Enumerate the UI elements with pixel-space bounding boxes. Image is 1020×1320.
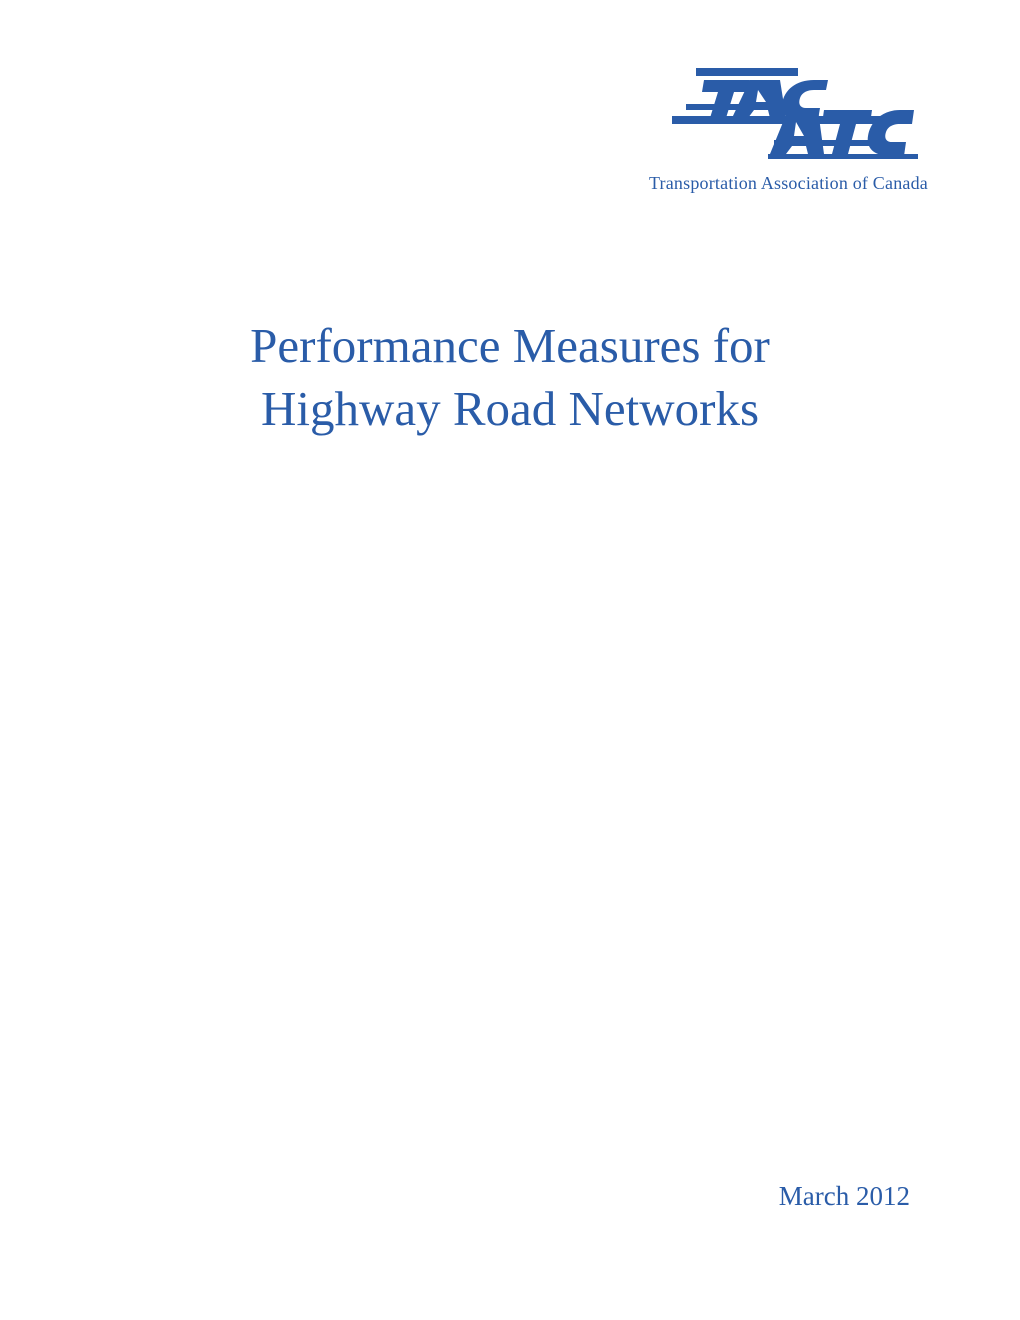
logo-svg — [658, 68, 918, 160]
document-title: Performance Measures for Highway Road Ne… — [0, 315, 1020, 440]
title-line-2: Highway Road Networks — [0, 378, 1020, 441]
cover-page: Transportation Association of Canada Per… — [0, 0, 1020, 1320]
publication-date: March 2012 — [779, 1181, 910, 1212]
organization-name: Transportation Association of Canada — [649, 173, 928, 194]
header: Transportation Association of Canada — [649, 68, 928, 194]
tac-atc-logo — [649, 68, 928, 165]
title-line-1: Performance Measures for — [0, 315, 1020, 378]
